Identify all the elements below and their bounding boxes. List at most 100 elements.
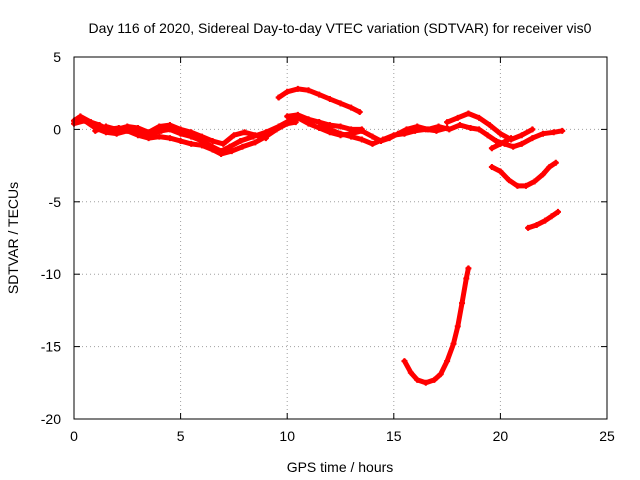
data-point [284, 113, 291, 120]
data-point [316, 119, 323, 126]
data-point [102, 123, 109, 130]
plot-frame [73, 56, 608, 420]
data-point [463, 275, 470, 282]
data-point [198, 133, 205, 140]
data-point [456, 122, 463, 129]
data-point [497, 168, 504, 175]
data-point [518, 132, 525, 139]
data-point [380, 136, 387, 143]
x-tick-label: 5 [177, 428, 185, 444]
data-point [316, 124, 323, 131]
data-point [226, 143, 233, 150]
x-tick-label: 20 [493, 428, 509, 444]
data-point [518, 140, 525, 147]
data-point [252, 132, 259, 139]
data-point [145, 135, 152, 142]
data-point [77, 113, 84, 120]
data-point [444, 358, 451, 365]
data-point [422, 379, 429, 386]
data-point [237, 137, 244, 144]
data-point [546, 164, 553, 171]
data-point [369, 140, 376, 147]
data-point [459, 300, 466, 307]
x-axis-label: GPS time / hours [287, 459, 394, 475]
data-point [529, 135, 536, 142]
y-axis-label: SDTVAR / TECUs [5, 182, 21, 294]
data-point [454, 323, 461, 330]
data-point [348, 133, 355, 140]
y-tick-label: 0 [53, 121, 61, 137]
data-point [262, 135, 269, 142]
data-point [407, 369, 414, 376]
data-point [422, 126, 429, 133]
data-point [476, 126, 483, 133]
data-point [437, 371, 444, 378]
data-point [390, 132, 397, 139]
data-point [444, 124, 451, 131]
data-point [548, 213, 555, 220]
data-point [337, 123, 344, 130]
data-point [550, 129, 557, 136]
data-point [484, 132, 491, 139]
data-point [188, 129, 195, 136]
data-point [531, 178, 538, 185]
data-point [529, 126, 536, 133]
data-point [540, 130, 547, 137]
data-point [412, 127, 419, 134]
data-point [401, 130, 408, 137]
data-point [465, 110, 472, 117]
data-point [559, 127, 566, 134]
data-point [337, 130, 344, 137]
data-point [337, 100, 344, 107]
data-point [348, 126, 355, 133]
data-point [465, 265, 472, 272]
x-tick-label: 0 [70, 428, 78, 444]
data-point [156, 133, 163, 140]
data-point [488, 145, 495, 152]
plot-area-frame [73, 56, 608, 420]
x-tick-label: 10 [279, 428, 295, 444]
data-point [358, 136, 365, 143]
data-point [177, 126, 184, 133]
data-point [369, 133, 376, 140]
data-point [230, 132, 237, 139]
data-point [414, 376, 421, 383]
data-point [326, 95, 333, 102]
data-point [239, 143, 246, 150]
data-point [497, 140, 504, 147]
data-point [292, 119, 299, 126]
data-point [113, 126, 120, 133]
data-point [284, 120, 291, 127]
data-point [273, 126, 280, 133]
data-point [156, 123, 163, 130]
data-point [145, 129, 152, 136]
data-point [433, 127, 440, 134]
y-tick-label: 5 [53, 49, 61, 65]
y-tick-label: -5 [49, 194, 62, 210]
data-point [326, 126, 333, 133]
data-trace [71, 118, 299, 157]
data-point [166, 135, 173, 142]
data-point [497, 130, 504, 137]
data-point [177, 137, 184, 144]
data-point [476, 114, 483, 121]
data-point [552, 159, 559, 166]
data-point [294, 111, 301, 118]
data-point [540, 171, 547, 178]
data-point [166, 122, 173, 129]
data-point [401, 358, 408, 365]
data-point [514, 182, 521, 189]
data-point [198, 142, 205, 149]
data-point [305, 87, 312, 94]
data-point [294, 85, 301, 92]
y-tick-label: -10 [41, 266, 61, 282]
data-point [467, 124, 474, 131]
data-point [486, 122, 493, 129]
data-point [508, 135, 515, 142]
data-point [356, 109, 363, 116]
data-point [488, 164, 495, 171]
data-point [454, 114, 461, 121]
data-point [510, 143, 517, 150]
